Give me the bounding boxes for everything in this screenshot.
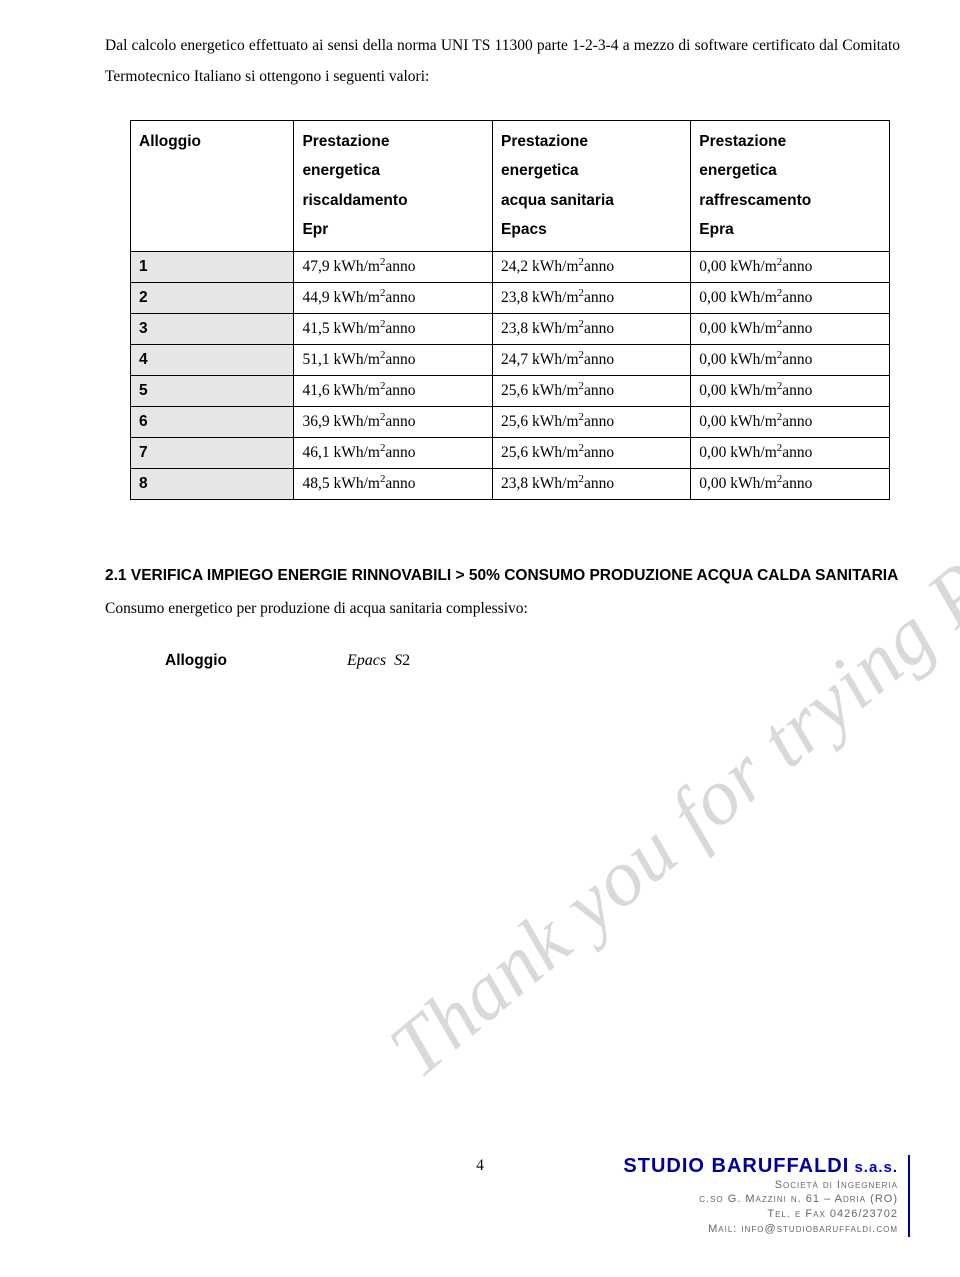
footer-brand-suffix: s.a.s.	[849, 1159, 898, 1176]
formula-lhs: Epacs	[347, 652, 386, 669]
formula-mid: S	[394, 652, 402, 669]
th-line: energetica	[501, 162, 579, 179]
cell-epr: 46,1 kWh/m2anno	[294, 437, 493, 468]
th-line: raffrescamento	[699, 192, 811, 209]
cell-epacs: 23,8 kWh/m2anno	[493, 313, 691, 344]
th-epra: Prestazione energetica raffrescamento Ep…	[691, 121, 890, 252]
table-row: 541,6 kWh/m2anno25,6 kWh/m2anno0,00 kWh/…	[131, 375, 890, 406]
table-row: 848,5 kWh/m2anno23,8 kWh/m2anno0,00 kWh/…	[131, 468, 890, 499]
cell-epacs: 23,8 kWh/m2anno	[493, 468, 691, 499]
cell-epacs: 25,6 kWh/m2anno	[493, 437, 691, 468]
cell-epr: 36,9 kWh/m2anno	[294, 406, 493, 437]
th-line: energetica	[302, 162, 380, 179]
table-row: 147,9 kWh/m2anno24,2 kWh/m2anno0,00 kWh/…	[131, 251, 890, 282]
cell-epr: 44,9 kWh/m2anno	[294, 282, 493, 313]
footer-line5: Mail: info@studiobaruffaldi.com	[623, 1222, 898, 1237]
th-line: Prestazione	[501, 133, 588, 150]
footer-line2: Società di Ingegneria	[623, 1178, 898, 1193]
table-row: 341,5 kWh/m2anno23,8 kWh/m2anno0,00 kWh/…	[131, 313, 890, 344]
cell-epr: 41,5 kWh/m2anno	[294, 313, 493, 344]
formula-rhs: 2	[402, 652, 410, 669]
cell-epacs: 23,8 kWh/m2anno	[493, 282, 691, 313]
footer-line4: Tel. e Fax 0426/23702	[623, 1207, 898, 1222]
cell-epacs: 25,6 kWh/m2anno	[493, 406, 691, 437]
cell-epra: 0,00 kWh/m2anno	[691, 468, 890, 499]
footer-brand: STUDIO BARUFFALDI s.a.s.	[623, 1155, 898, 1178]
th-line: riscaldamento	[302, 192, 407, 209]
footer-line3: c.so G. Mazzini n. 61 – Adria (RO)	[623, 1192, 898, 1207]
table-row: 244,9 kWh/m2anno23,8 kWh/m2anno0,00 kWh/…	[131, 282, 890, 313]
cell-epra: 0,00 kWh/m2anno	[691, 251, 890, 282]
cell-epr: 48,5 kWh/m2anno	[294, 468, 493, 499]
th-epr: Prestazione energetica riscaldamento Epr	[294, 121, 493, 252]
cell-epra: 0,00 kWh/m2anno	[691, 344, 890, 375]
th-line: Epacs	[501, 221, 547, 238]
cell-alloggio: 6	[131, 406, 294, 437]
intro-paragraph: Dal calcolo energetico effettuato ai sen…	[105, 30, 900, 92]
formula-row: Alloggio Epacs S2	[165, 652, 900, 670]
cell-epr: 41,6 kWh/m2anno	[294, 375, 493, 406]
energy-table: Alloggio Prestazione energetica riscalda…	[130, 120, 890, 500]
th-line: Prestazione	[302, 133, 389, 150]
th-epacs: Prestazione energetica acqua sanitaria E…	[493, 121, 691, 252]
cell-epacs: 25,6 kWh/m2anno	[493, 375, 691, 406]
cell-alloggio: 5	[131, 375, 294, 406]
th-line: acqua sanitaria	[501, 192, 614, 209]
table-row: 451,1 kWh/m2anno24,7 kWh/m2anno0,00 kWh/…	[131, 344, 890, 375]
footer-block: STUDIO BARUFFALDI s.a.s. Società di Inge…	[623, 1155, 910, 1237]
cell-epra: 0,00 kWh/m2anno	[691, 313, 890, 344]
th-alloggio: Alloggio	[131, 121, 294, 252]
cell-epra: 0,00 kWh/m2anno	[691, 282, 890, 313]
cell-epacs: 24,2 kWh/m2anno	[493, 251, 691, 282]
section-subtext: Consumo energetico per produzione di acq…	[105, 593, 900, 624]
cell-epra: 0,00 kWh/m2anno	[691, 437, 890, 468]
table-row: 636,9 kWh/m2anno25,6 kWh/m2anno0,00 kWh/…	[131, 406, 890, 437]
cell-alloggio: 2	[131, 282, 294, 313]
th-line: Epra	[699, 221, 733, 238]
cell-epacs: 24,7 kWh/m2anno	[493, 344, 691, 375]
section-heading: 2.1 VERIFICA IMPIEGO ENERGIE RINNOVABILI…	[105, 560, 900, 591]
th-line: Prestazione	[699, 133, 786, 150]
th-line: Epr	[302, 221, 328, 238]
footer-brand-main: STUDIO BARUFFALDI	[623, 1155, 849, 1177]
table-header-row: Alloggio Prestazione energetica riscalda…	[131, 121, 890, 252]
cell-epra: 0,00 kWh/m2anno	[691, 375, 890, 406]
cell-epr: 47,9 kWh/m2anno	[294, 251, 493, 282]
cell-alloggio: 8	[131, 468, 294, 499]
th-line: energetica	[699, 162, 777, 179]
formula-label: Alloggio	[165, 652, 227, 670]
cell-alloggio: 3	[131, 313, 294, 344]
cell-epr: 51,1 kWh/m2anno	[294, 344, 493, 375]
th-text: Alloggio	[139, 133, 201, 150]
formula-expression: Epacs S2	[347, 652, 410, 670]
table-row: 746,1 kWh/m2anno25,6 kWh/m2anno0,00 kWh/…	[131, 437, 890, 468]
cell-alloggio: 7	[131, 437, 294, 468]
cell-epra: 0,00 kWh/m2anno	[691, 406, 890, 437]
cell-alloggio: 1	[131, 251, 294, 282]
cell-alloggio: 4	[131, 344, 294, 375]
